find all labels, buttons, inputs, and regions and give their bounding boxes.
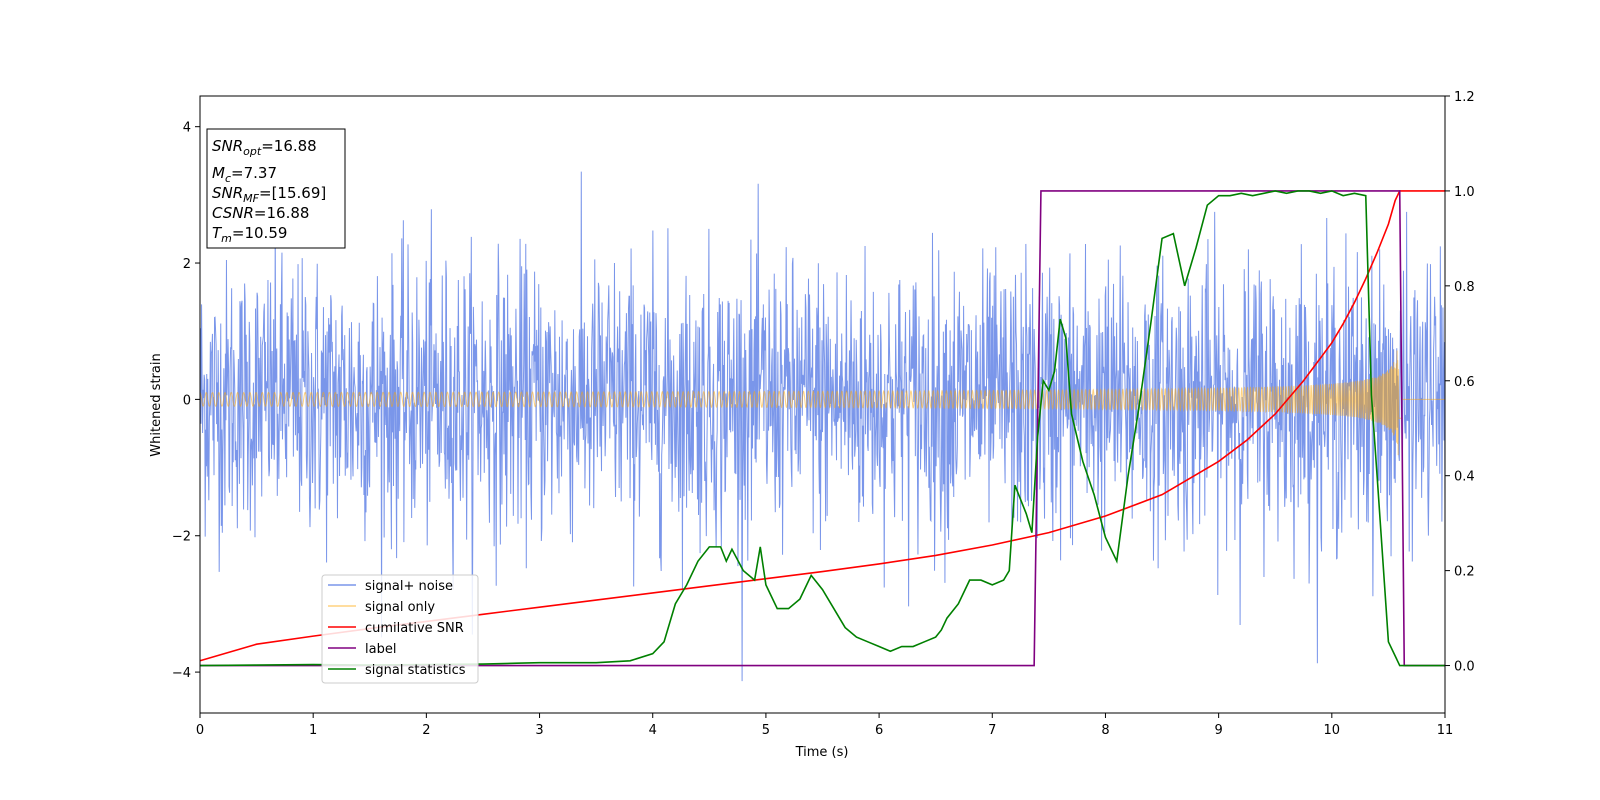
x-tick-label: 1 bbox=[309, 723, 317, 738]
y2-tick-label: 0.0 bbox=[1454, 660, 1475, 675]
y-axis-label: Whitened strain bbox=[149, 353, 164, 456]
y2-tick-label: 0.8 bbox=[1454, 280, 1475, 295]
y2-tick-label: 0.6 bbox=[1454, 375, 1475, 390]
axes-frame bbox=[199, 95, 1446, 714]
legend: signal+ noise signal only cumilative SNR… bbox=[321, 574, 479, 684]
y-tick-label: −4 bbox=[172, 666, 191, 681]
x-tick-label: 5 bbox=[762, 723, 770, 738]
x-tick-label: 0 bbox=[196, 723, 204, 738]
annotation-line: Mc=7.37 bbox=[212, 164, 277, 185]
series-signal-statistics-line bbox=[199, 190, 1445, 667]
x-tick-label: 2 bbox=[422, 723, 430, 738]
series-cumulative-snr-line bbox=[199, 190, 1445, 662]
x-tick-label: 10 bbox=[1324, 723, 1341, 738]
x-tick-label: 6 bbox=[875, 723, 883, 738]
annotation-box: SNRopt=16.88 Mc=7.37 SNRMF=[15.69] CSNR=… bbox=[206, 128, 346, 249]
axis-ticks: 0 1 2 3 4 5 6 7 8 9 10 11 −4 −2 0 2 4 0.0 0.2 0.4 0.6 0.8 1.0 1… bbox=[172, 90, 1475, 738]
y-tick-label: 0 bbox=[183, 393, 191, 408]
y-tick-label: 2 bbox=[183, 257, 191, 272]
plot-area bbox=[199, 171, 1446, 682]
y2-tick-label: 1.2 bbox=[1454, 90, 1475, 105]
series-signal-noise-line bbox=[199, 171, 1446, 682]
y2-tick-label: 0.2 bbox=[1454, 565, 1475, 580]
legend-label-signal-only: signal only bbox=[365, 600, 435, 615]
legend-frame bbox=[321, 574, 479, 684]
annotation-frame bbox=[206, 128, 346, 249]
legend-label-label: label bbox=[365, 642, 396, 657]
x-tick-label: 11 bbox=[1437, 723, 1454, 738]
y2-tick-label: 0.4 bbox=[1454, 470, 1475, 485]
x-tick-label: 7 bbox=[988, 723, 996, 738]
x-axis-label: Time (s) bbox=[795, 745, 849, 760]
x-tick-label: 4 bbox=[649, 723, 657, 738]
y-tick-label: 4 bbox=[183, 121, 191, 136]
y-tick-label: −2 bbox=[172, 530, 191, 545]
x-tick-label: 3 bbox=[535, 723, 543, 738]
annotation-line: Tm=10.59 bbox=[212, 224, 287, 245]
legend-label-signal-statistics: signal statistics bbox=[365, 663, 466, 678]
annotation-line: SNRopt=16.88 bbox=[212, 137, 317, 158]
annotation-line: SNRMF=[15.69] bbox=[212, 184, 326, 205]
x-tick-label: 8 bbox=[1101, 723, 1109, 738]
annotation-line: CSNR=16.88 bbox=[212, 204, 309, 222]
legend-label-cumulative-snr: cumilative SNR bbox=[365, 621, 464, 636]
legend-label-signal-noise: signal+ noise bbox=[365, 579, 453, 594]
x-tick-label: 9 bbox=[1214, 723, 1222, 738]
y2-tick-label: 1.0 bbox=[1454, 185, 1475, 200]
series-signal-only-line bbox=[199, 350, 1445, 456]
